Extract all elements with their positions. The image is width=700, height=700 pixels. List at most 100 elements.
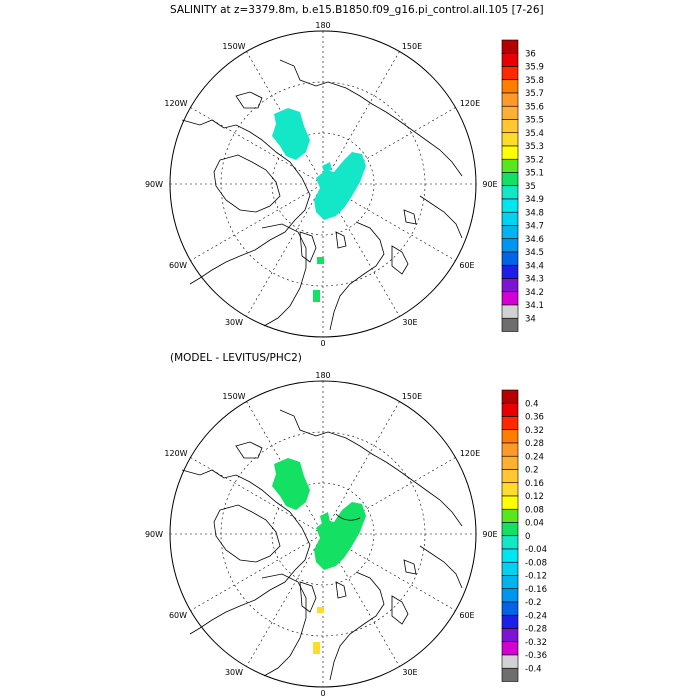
- colorbar-label: -0.4: [525, 664, 542, 674]
- eurasian-basin-patch: [322, 162, 332, 172]
- colorbar-box: [501, 79, 519, 94]
- colorbar-label: 34.8: [525, 208, 544, 218]
- meridians: [170, 381, 476, 687]
- colorbar-box: [501, 614, 519, 629]
- lon-label-60w: 60W: [169, 261, 187, 270]
- colorbar-box: [501, 278, 519, 293]
- colorbar-box: [501, 522, 519, 537]
- colorbar-box: [501, 264, 519, 279]
- lon-label-60e: 60E: [459, 611, 474, 620]
- meridians: [170, 31, 476, 337]
- panel-bottom: (MODEL - LEVITUS/PHC2): [145, 352, 547, 698]
- latitude-circle: [271, 482, 375, 586]
- colorbar-box: [501, 429, 519, 444]
- colorbar-label: 34.3: [525, 275, 544, 285]
- colorbar-box: [501, 251, 519, 266]
- colorbar-box: [501, 641, 519, 656]
- panel-title: SALINITY at z=3379.8m, b.e15.B1850.f09_g…: [170, 4, 544, 16]
- colorbar-label: 35.7: [525, 89, 544, 99]
- coastlines: [181, 59, 463, 331]
- colorbar-box: [501, 455, 519, 470]
- colorbar-box: [501, 52, 519, 67]
- longitude-labels: 180 0 90W 90E 150W 120W 150E 120E 60W 30…: [145, 371, 498, 698]
- canada-basin-patch: [272, 458, 310, 510]
- colorbar-label: 36: [525, 49, 536, 59]
- colorbar-box: [501, 667, 519, 682]
- colorbar-label: -0.36: [525, 651, 547, 661]
- colorbar-labels: 36 35.9 35.8 35.7 35.6 35.5 35.4 35.3 35…: [525, 49, 544, 324]
- colorbar-label: 35.2: [525, 155, 544, 165]
- small-patch-1: [317, 607, 324, 613]
- lon-label-0: 0: [320, 339, 325, 348]
- colorbar-label: 35.1: [525, 169, 544, 179]
- colorbar-label: 0.4: [525, 399, 539, 409]
- colorbar-box: [501, 561, 519, 576]
- colorbar-box: [501, 132, 519, 147]
- latitude-circle: [271, 132, 375, 236]
- lon-label-180: 180: [315, 21, 330, 30]
- small-patch-2: [313, 642, 320, 654]
- colorbar-box: [501, 172, 519, 187]
- colorbar-box: [501, 416, 519, 431]
- colorbar-box: [501, 508, 519, 523]
- colorbar-label: 0: [525, 532, 530, 542]
- eurasian-basin-patch: [320, 512, 330, 524]
- lon-label-90e: 90E: [482, 180, 497, 189]
- colorbar-label: -0.32: [525, 638, 547, 648]
- colorbar-box: [501, 535, 519, 550]
- colorbar-label: 0.32: [525, 426, 544, 436]
- lon-label-120w: 120W: [164, 449, 187, 458]
- colorbar-label: 34.7: [525, 222, 544, 232]
- colorbar-box: [501, 495, 519, 510]
- lon-label-90e: 90E: [482, 530, 497, 539]
- colorbar-label: 0.2: [525, 466, 539, 476]
- colorbar-box: [501, 198, 519, 213]
- colorbar-box: [501, 185, 519, 200]
- colorbar-box: [501, 39, 519, 54]
- colorbar-labels: 0.4 0.36 0.32 0.28 0.24 0.2 0.16 0.12 0.…: [525, 399, 547, 674]
- colorbar-label: 35.3: [525, 142, 544, 152]
- colorbar-box: [501, 66, 519, 81]
- colorbar-box: [501, 145, 519, 160]
- colorbar-label: 0.16: [525, 479, 544, 489]
- longitude-labels: 180 0 90W 90E 150W 120W 150E 120E 60W 30…: [145, 21, 498, 348]
- colorbar-label: 35.6: [525, 102, 544, 112]
- colorbar-boxes: [501, 389, 519, 682]
- colorbar: 36 35.9 35.8 35.7 35.6 35.5 35.4 35.3 35…: [501, 39, 544, 332]
- salinity-patches: [272, 108, 366, 302]
- polar-map: [169, 30, 477, 338]
- colorbar-box: [501, 389, 519, 404]
- colorbar-box: [501, 317, 519, 332]
- eurasian-basin-patch: [314, 152, 366, 220]
- lon-label-30w: 30W: [225, 668, 243, 677]
- lon-label-150e: 150E: [402, 42, 422, 51]
- lon-label-30e: 30E: [402, 318, 417, 327]
- colorbar-box: [501, 304, 519, 319]
- colorbar-box: [501, 654, 519, 669]
- colorbar-label: 0.04: [525, 519, 544, 529]
- colorbar-label: 34.2: [525, 288, 544, 298]
- lon-label-90w: 90W: [145, 180, 163, 189]
- colorbar-box: [501, 105, 519, 120]
- lon-label-180: 180: [315, 371, 330, 380]
- colorbar-box: [501, 225, 519, 240]
- canada-basin-patch: [272, 108, 310, 160]
- colorbar-box: [501, 482, 519, 497]
- lon-label-60w: 60W: [169, 611, 187, 620]
- lon-label-150w: 150W: [222, 392, 245, 401]
- colorbar-label: 34.5: [525, 248, 544, 258]
- colorbar-box: [501, 291, 519, 306]
- lon-label-30w: 30W: [225, 318, 243, 327]
- colorbar-label: -0.24: [525, 611, 547, 621]
- colorbar-label: 0.28: [525, 439, 544, 449]
- colorbar-box: [501, 588, 519, 603]
- colorbar-label: -0.2: [525, 598, 542, 608]
- lon-label-120e: 120E: [460, 449, 480, 458]
- polar-map: [169, 380, 477, 688]
- small-patch-2: [313, 290, 320, 302]
- colorbar-label: 0.12: [525, 492, 544, 502]
- colorbar-label: 34: [525, 314, 536, 324]
- eurasian-basin-patch: [314, 502, 366, 570]
- colorbar-label: 34.4: [525, 261, 544, 271]
